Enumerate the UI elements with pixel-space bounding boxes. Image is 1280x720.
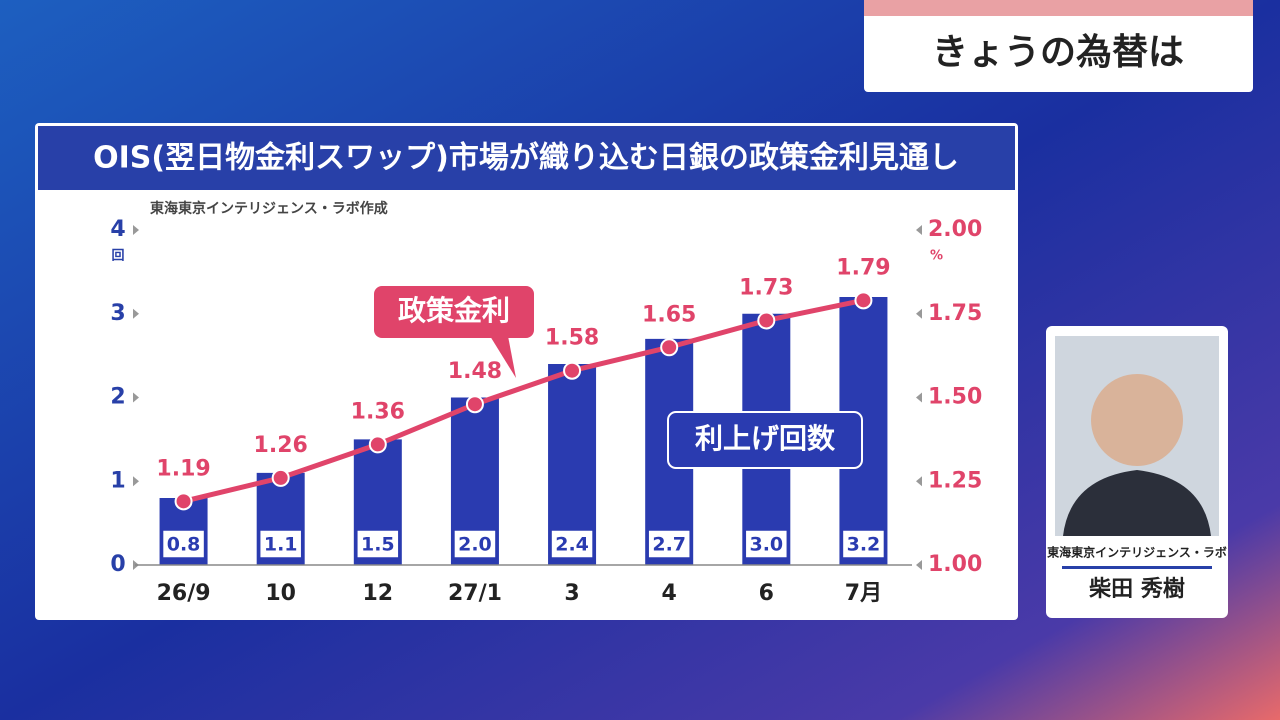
line-point <box>368 435 387 454</box>
bar-label: 2.4 <box>555 534 589 556</box>
y2-tick-label: 1.50 <box>928 385 982 410</box>
legend-pointer <box>490 336 516 378</box>
bar-label-box <box>161 529 206 559</box>
topic-title: きょうの為替は <box>932 32 1184 73</box>
bar-label: 1.1 <box>264 534 298 556</box>
y-tick-label: 1 <box>110 468 125 493</box>
line-point <box>660 338 679 357</box>
line-label: 1.19 <box>156 456 210 481</box>
x-tick-label: 4 <box>662 581 677 606</box>
source: 東海東京インテリジェンス・ラボ作成 <box>150 200 388 217</box>
bar-label-box <box>647 529 691 559</box>
y-tick <box>133 476 139 487</box>
line-label: 1.36 <box>351 399 405 424</box>
y-tick <box>133 392 139 403</box>
bar-label-box <box>841 529 886 559</box>
line-point <box>563 361 582 380</box>
guest-suit <box>1063 470 1211 536</box>
y-tick-label: 3 <box>110 301 125 326</box>
line-label: 1.65 <box>642 302 696 327</box>
x-tick-label: 7月 <box>845 581 882 606</box>
line-point <box>271 468 290 487</box>
line-point <box>174 492 193 511</box>
y-tick-label: 4 <box>110 217 125 242</box>
bar-label: 1.5 <box>361 534 395 556</box>
x-tick-label: 3 <box>564 581 579 606</box>
bar-label: 2.7 <box>652 534 686 556</box>
bar-label-box <box>550 529 594 559</box>
bar-label: 3.2 <box>847 534 881 556</box>
x-tick-label: 26/9 <box>157 581 211 606</box>
bar-label-box <box>258 529 303 559</box>
bar-label-box <box>453 529 497 559</box>
line <box>182 297 864 504</box>
bar-label: 0.8 <box>167 534 201 556</box>
x-tick-label: 27/1 <box>448 581 502 606</box>
y2-tick-label: 2.00 <box>928 217 982 242</box>
chart-title-bar <box>38 126 1015 190</box>
y-tick-label: 2 <box>110 385 125 410</box>
y2-tick-label: 1.00 <box>928 552 982 577</box>
line-point <box>465 395 484 414</box>
line-label: 1.26 <box>254 433 308 458</box>
line-label: 1.73 <box>739 275 793 300</box>
topic-accent <box>864 0 1253 16</box>
legend-label: 政策金利 <box>398 294 510 327</box>
line-label: 1.48 <box>448 359 502 384</box>
guest-face <box>1091 374 1183 466</box>
y-tick <box>133 308 139 319</box>
y-tick <box>133 225 139 235</box>
line-point <box>757 311 776 330</box>
y2-tick-label: 1.75 <box>928 301 982 326</box>
y2-tick-label: 1.25 <box>928 468 982 493</box>
y-unit: 回 <box>111 249 124 264</box>
y2-tick <box>916 560 922 570</box>
bar-label-box <box>356 529 400 559</box>
y2-tick <box>916 392 922 403</box>
y2-tick <box>916 308 922 319</box>
bar-label: 2.0 <box>458 534 492 556</box>
y-tick-label: 0 <box>110 552 125 577</box>
line-point <box>854 291 873 310</box>
guest-name: 柴田 秀樹 <box>1088 576 1185 602</box>
guest-affiliation: 東海東京インテリジェンス・ラボ <box>1047 545 1227 560</box>
x-tick-label: 12 <box>363 581 394 606</box>
bar-label: 3.0 <box>749 534 783 556</box>
x-tick-label: 6 <box>759 581 774 606</box>
legend-box <box>374 286 534 338</box>
topic-box <box>864 0 1253 92</box>
chart-title: OIS(翌日物金利スワップ)市場が織り込む日銀の政策金利見通し <box>93 141 959 176</box>
x-tick-label: 10 <box>265 581 296 606</box>
legend-label: 利上げ回数 <box>695 422 836 455</box>
bar-label-box <box>744 529 789 559</box>
y2-tick <box>916 225 922 235</box>
legend-box <box>667 411 863 469</box>
y2-unit: % <box>930 249 943 264</box>
guest-rule <box>1062 566 1212 569</box>
line-label: 1.79 <box>836 255 890 280</box>
y2-tick <box>916 476 922 487</box>
line-label: 1.58 <box>545 326 599 351</box>
